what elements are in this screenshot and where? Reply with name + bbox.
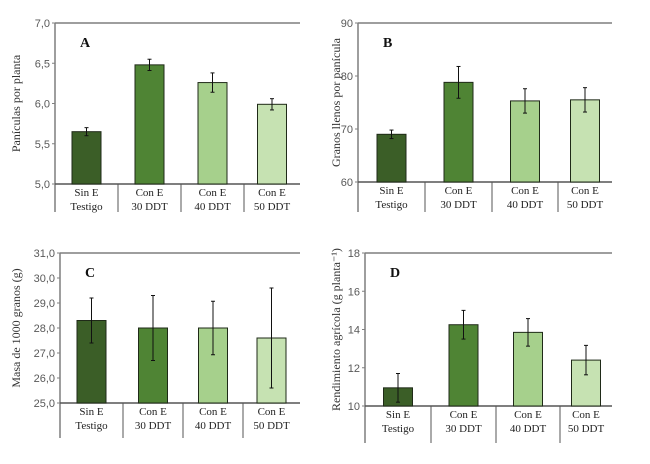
y-axis-label: Masa de 1000 granos (g) [9,268,23,387]
y-tick-label: 5,5 [35,139,50,151]
category-sublabel: Testigo [70,201,103,213]
bar [197,82,228,185]
category-label: Con E [258,187,286,199]
category-label: Con E [511,185,539,197]
y-tick-label: 31,0 [34,248,55,260]
y-tick-label: 7,0 [35,18,50,30]
category-label: Con E [139,406,167,418]
category-sublabel: 50 DDT [567,199,604,211]
category-label: Sin E [379,185,403,197]
y-tick-label: 80 [341,71,353,83]
panel-label: C [85,266,95,281]
category-label: Sin E [74,187,98,199]
y-axis-label: Panículas por planta [9,54,23,152]
y-tick-label: 30,0 [34,273,55,285]
panel-label: D [390,266,400,281]
bar [257,103,287,185]
y-tick-label: 70 [341,124,353,136]
bar [443,81,474,183]
y-tick-label: 25,0 [34,398,55,410]
panel-label: B [383,36,392,51]
category-sublabel: 40 DDT [194,201,231,213]
bar [376,133,407,183]
category-sublabel: 30 DDT [135,420,172,432]
y-tick-label: 27,0 [34,348,55,360]
category-sublabel: Testigo [375,199,408,211]
category-sublabel: Testigo [382,423,415,435]
category-sublabel: 50 DDT [568,423,605,435]
y-tick-label: 26,0 [34,373,55,385]
y-tick-label: 18 [348,248,360,260]
category-label: Con E [258,406,286,418]
category-sublabel: 30 DDT [445,423,482,435]
category-label: Con E [199,187,227,199]
category-label: Con E [514,409,542,421]
y-tick-label: 90 [341,18,353,30]
bar [570,99,600,183]
chart-panel-c: 25,0 26,0 27,0 28,0 29,0 30,0 31,0 Masa de 1000… [9,248,300,438]
category-label: Con E [450,409,478,421]
category-sublabel: 40 DDT [507,199,544,211]
category-label: Con E [136,187,164,199]
category-sublabel: 40 DDT [195,420,232,432]
category-sublabel: 30 DDT [440,199,477,211]
category-sublabel: 50 DDT [253,420,290,432]
category-label: Con E [571,185,599,197]
y-tick-label: 14 [348,325,360,337]
category-sublabel: 40 DDT [510,423,547,435]
panel-label: A [80,36,91,51]
y-tick-label: 28,0 [34,323,55,335]
category-sublabel: 50 DDT [254,201,291,213]
y-tick-label: 60 [341,177,353,189]
y-tick-label: 29,0 [34,298,55,310]
category-label: Con E [572,409,600,421]
chart-panel-a: 5,0 5,5 6,0 6,5 7,0 Panículas por planta A Sin … [9,18,300,213]
y-axis-label: Granos llenos por panícula [329,37,343,167]
category-label: Con E [199,406,227,418]
y-tick-label: 6,0 [35,99,50,111]
bar [134,64,165,185]
y-tick-label: 5,0 [35,179,50,191]
category-sublabel: Testigo [75,420,108,432]
category-label: Con E [445,185,473,197]
category-sublabel: 30 DDT [131,201,168,213]
chart-panel-b: 60 70 80 90 Granos llenos por panícula B Sin E… [329,18,612,212]
y-axis-label: Rendimiento agrícola (g planta⁻¹) [329,248,343,411]
y-tick-label: 16 [348,286,360,298]
y-tick-label: 12 [348,363,360,375]
y-tick-label: 6,5 [35,58,50,70]
bar [71,131,102,185]
category-label: Sin E [79,406,103,418]
category-label: Sin E [386,409,410,421]
y-tick-label: 10 [348,401,360,413]
chart-panel-d: 10 12 14 16 18 Rendimiento agrícola (g planta… [329,248,612,443]
